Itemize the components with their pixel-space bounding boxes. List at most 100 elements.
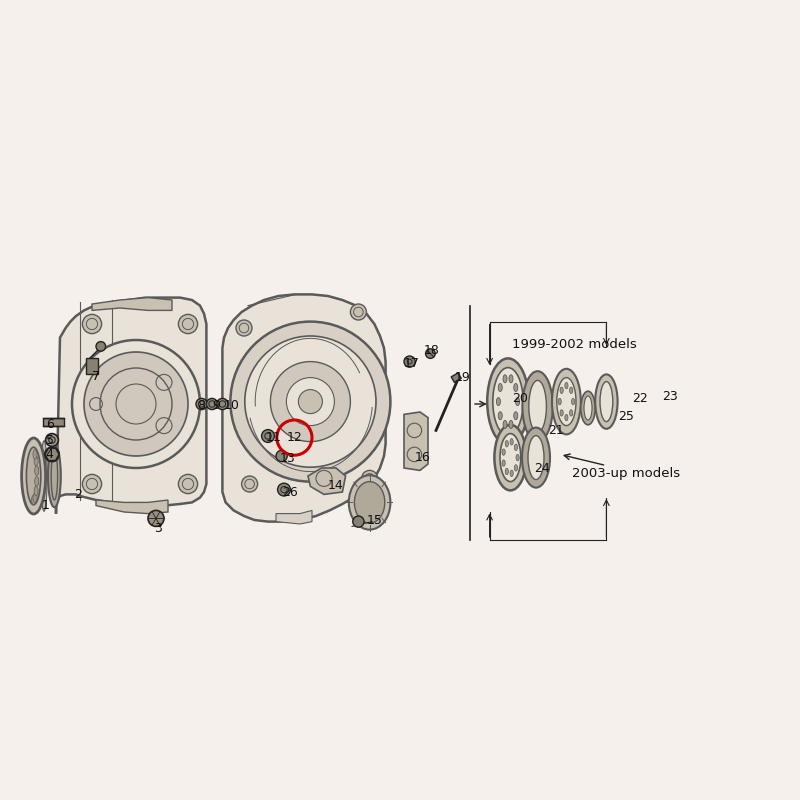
Text: 21: 21 bbox=[548, 424, 564, 437]
Ellipse shape bbox=[26, 447, 41, 505]
Text: 2003-up models: 2003-up models bbox=[571, 467, 680, 480]
Text: 8: 8 bbox=[198, 399, 206, 412]
Ellipse shape bbox=[500, 434, 521, 482]
Ellipse shape bbox=[503, 421, 507, 429]
Ellipse shape bbox=[34, 466, 38, 475]
Polygon shape bbox=[222, 294, 386, 522]
Circle shape bbox=[286, 378, 334, 426]
Ellipse shape bbox=[22, 438, 46, 514]
Ellipse shape bbox=[496, 398, 501, 406]
Ellipse shape bbox=[510, 438, 514, 445]
Bar bbox=[451, 373, 462, 382]
Text: 12: 12 bbox=[286, 431, 302, 444]
Circle shape bbox=[298, 390, 322, 414]
Text: 1999-2002 models: 1999-2002 models bbox=[512, 338, 637, 350]
Ellipse shape bbox=[558, 398, 562, 405]
Circle shape bbox=[353, 516, 364, 527]
Ellipse shape bbox=[509, 374, 513, 382]
Ellipse shape bbox=[349, 475, 390, 530]
Ellipse shape bbox=[528, 435, 544, 480]
Text: 10: 10 bbox=[224, 399, 240, 412]
Text: 1: 1 bbox=[42, 499, 50, 512]
Ellipse shape bbox=[34, 456, 38, 466]
Circle shape bbox=[82, 314, 102, 334]
Text: 15: 15 bbox=[366, 514, 382, 526]
Text: 18: 18 bbox=[424, 344, 440, 357]
Ellipse shape bbox=[41, 441, 47, 511]
Ellipse shape bbox=[502, 449, 506, 455]
Circle shape bbox=[45, 447, 59, 462]
Polygon shape bbox=[308, 468, 346, 494]
Ellipse shape bbox=[552, 369, 581, 434]
Circle shape bbox=[245, 336, 376, 467]
Polygon shape bbox=[96, 500, 168, 514]
Text: 17: 17 bbox=[404, 358, 420, 370]
Polygon shape bbox=[92, 298, 172, 310]
Circle shape bbox=[230, 322, 390, 482]
Bar bbox=[86, 358, 98, 374]
Ellipse shape bbox=[514, 465, 518, 471]
Ellipse shape bbox=[571, 398, 574, 405]
Ellipse shape bbox=[516, 454, 519, 461]
Text: 25: 25 bbox=[618, 410, 634, 422]
Ellipse shape bbox=[503, 374, 507, 382]
Circle shape bbox=[276, 450, 287, 462]
Ellipse shape bbox=[506, 468, 509, 474]
Circle shape bbox=[96, 342, 106, 351]
Text: 11: 11 bbox=[266, 431, 282, 444]
Circle shape bbox=[206, 398, 218, 410]
Polygon shape bbox=[56, 298, 206, 514]
Ellipse shape bbox=[522, 371, 553, 442]
Ellipse shape bbox=[506, 441, 509, 447]
Circle shape bbox=[278, 483, 290, 496]
Circle shape bbox=[46, 434, 58, 446]
Ellipse shape bbox=[584, 396, 592, 420]
Text: 3: 3 bbox=[154, 522, 162, 534]
Ellipse shape bbox=[498, 412, 502, 420]
Polygon shape bbox=[404, 412, 428, 470]
Ellipse shape bbox=[487, 358, 529, 445]
Ellipse shape bbox=[515, 398, 520, 406]
Text: 23: 23 bbox=[662, 390, 678, 402]
Text: 9: 9 bbox=[212, 399, 220, 412]
Circle shape bbox=[178, 474, 198, 494]
Ellipse shape bbox=[32, 495, 36, 505]
Ellipse shape bbox=[510, 470, 514, 477]
Circle shape bbox=[426, 349, 435, 358]
Text: 20: 20 bbox=[512, 392, 528, 405]
Circle shape bbox=[242, 476, 258, 492]
Ellipse shape bbox=[514, 444, 518, 450]
Circle shape bbox=[84, 352, 188, 456]
Circle shape bbox=[262, 430, 274, 442]
Circle shape bbox=[72, 340, 200, 468]
Ellipse shape bbox=[34, 477, 38, 486]
Ellipse shape bbox=[493, 368, 523, 435]
Ellipse shape bbox=[33, 493, 37, 502]
Ellipse shape bbox=[557, 378, 576, 426]
Ellipse shape bbox=[581, 391, 595, 425]
Text: 16: 16 bbox=[414, 451, 430, 464]
Ellipse shape bbox=[498, 383, 502, 391]
Polygon shape bbox=[45, 448, 59, 461]
Polygon shape bbox=[276, 510, 312, 524]
Circle shape bbox=[148, 510, 164, 526]
Text: 6: 6 bbox=[46, 418, 54, 430]
Ellipse shape bbox=[565, 382, 568, 389]
Circle shape bbox=[178, 314, 198, 334]
Ellipse shape bbox=[33, 450, 37, 459]
Ellipse shape bbox=[48, 445, 61, 507]
Ellipse shape bbox=[522, 427, 550, 488]
Ellipse shape bbox=[570, 410, 573, 416]
Ellipse shape bbox=[565, 414, 568, 421]
Text: 19: 19 bbox=[454, 371, 470, 384]
Text: 5: 5 bbox=[46, 434, 54, 446]
Text: 24: 24 bbox=[534, 462, 550, 474]
Circle shape bbox=[82, 474, 102, 494]
Ellipse shape bbox=[354, 482, 385, 523]
Circle shape bbox=[217, 398, 228, 410]
Text: 7: 7 bbox=[92, 370, 100, 382]
Ellipse shape bbox=[529, 380, 546, 432]
Circle shape bbox=[362, 470, 378, 486]
Text: 2: 2 bbox=[74, 488, 82, 501]
Text: 13: 13 bbox=[280, 452, 296, 465]
